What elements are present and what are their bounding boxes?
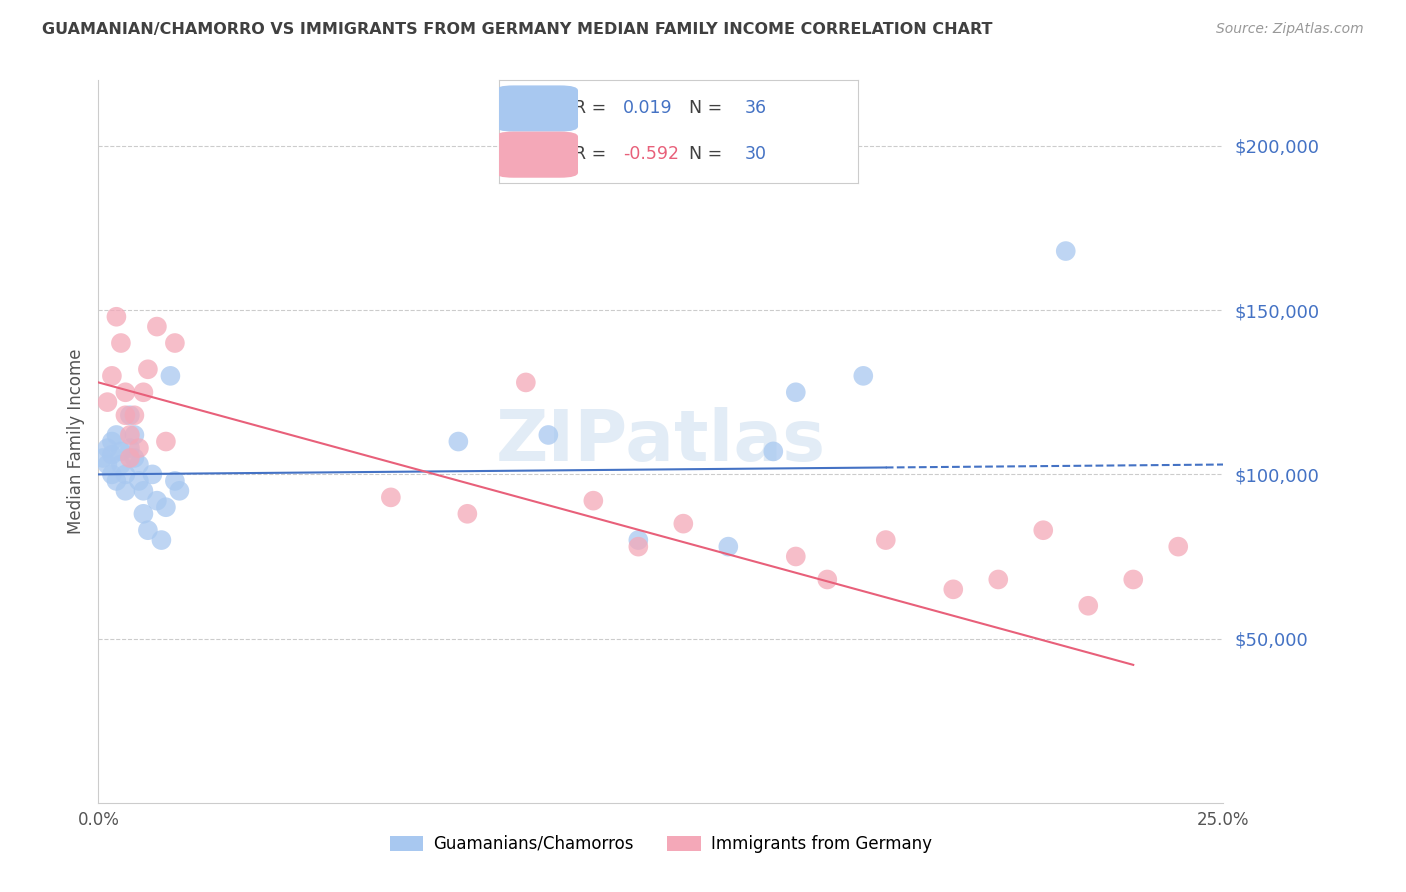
Point [105,474,128,488]
Point [96,458,118,472]
FancyBboxPatch shape [495,132,578,178]
Point [1122,573,1144,587]
Point [1077,599,1099,613]
Point [101,448,124,462]
Point [875,533,897,547]
Point [110,458,132,472]
Point [155,434,177,449]
Point [118,441,141,455]
Point [101,434,124,449]
Point [380,491,402,505]
Point [132,507,155,521]
Text: R =: R = [575,145,612,163]
Text: 0.019: 0.019 [623,99,672,117]
Point [537,428,560,442]
Point [785,385,807,400]
Text: R =: R = [575,99,612,117]
Point [132,385,155,400]
Point [124,428,146,442]
Point [124,409,146,423]
Point [128,441,150,455]
Point [114,385,136,400]
Point [1167,540,1189,554]
Point [118,450,141,465]
Point [105,310,128,324]
Point [101,467,124,482]
Point [150,533,173,547]
Point [762,444,785,458]
Point [515,376,537,390]
Point [136,362,159,376]
Point [118,428,141,442]
FancyBboxPatch shape [495,86,578,131]
Point [163,474,186,488]
Point [456,507,478,521]
Point [110,444,132,458]
Text: ZIPatlas: ZIPatlas [496,407,825,476]
Point [101,368,124,383]
Point [128,474,150,488]
Point [114,467,136,482]
Point [141,467,163,482]
Point [627,540,650,554]
Point [852,368,875,383]
Point [169,483,191,498]
Point [159,368,181,383]
Point [96,441,118,455]
Y-axis label: Median Family Income: Median Family Income [66,349,84,534]
Point [132,483,155,498]
Point [146,319,169,334]
Point [105,428,128,442]
Point [627,533,650,547]
Point [1054,244,1077,258]
Point [91,450,114,465]
Point [118,409,141,423]
Point [987,573,1010,587]
Point [815,573,838,587]
Point [114,409,136,423]
Point [1032,523,1054,537]
Point [447,434,470,449]
Text: -0.592: -0.592 [623,145,679,163]
Point [128,458,150,472]
Text: N =: N = [678,145,728,163]
Text: 30: 30 [745,145,766,163]
Point [942,582,965,597]
Text: Source: ZipAtlas.com: Source: ZipAtlas.com [1216,22,1364,37]
Point [582,493,605,508]
Point [124,450,146,465]
Point [672,516,695,531]
Text: N =: N = [678,99,728,117]
Point [96,395,118,409]
Text: GUAMANIAN/CHAMORRO VS IMMIGRANTS FROM GERMANY MEDIAN FAMILY INCOME CORRELATION C: GUAMANIAN/CHAMORRO VS IMMIGRANTS FROM GE… [42,22,993,37]
Point [114,483,136,498]
Text: 36: 36 [745,99,766,117]
Point [155,500,177,515]
Point [110,336,132,351]
Point [785,549,807,564]
Point [136,523,159,537]
Legend: Guamanians/Chamorros, Immigrants from Germany: Guamanians/Chamorros, Immigrants from Ge… [384,828,938,860]
Point [717,540,740,554]
Point [163,336,186,351]
Point [146,493,169,508]
